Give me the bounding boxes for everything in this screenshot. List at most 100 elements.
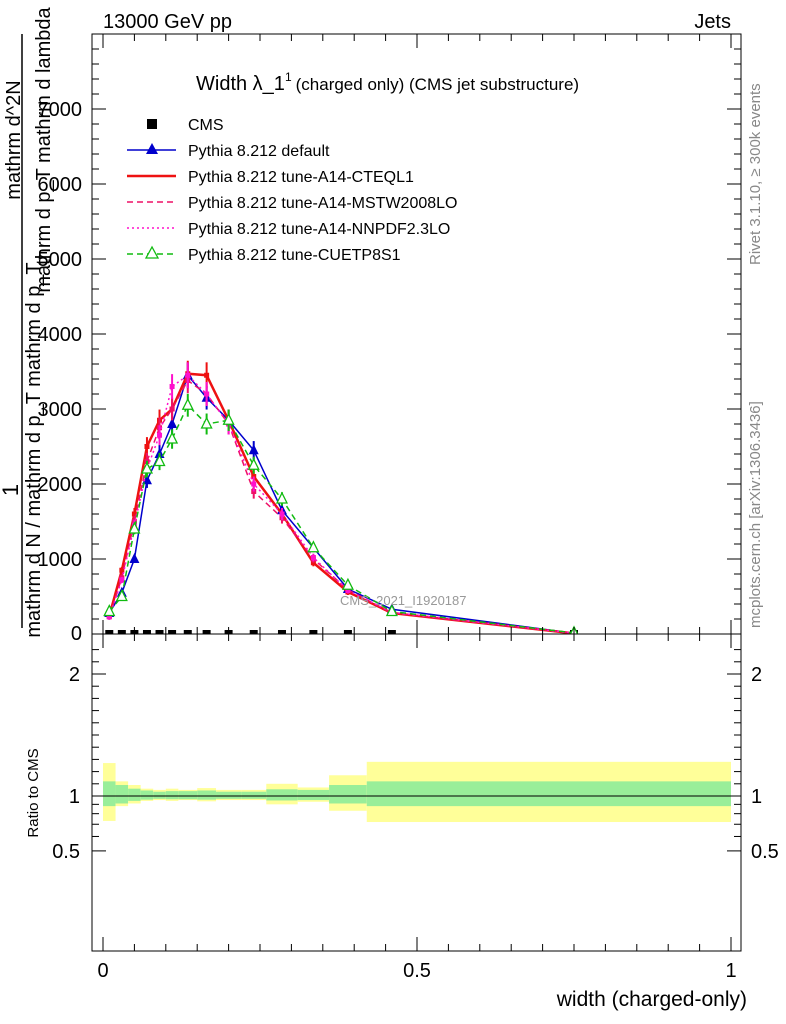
cms-data-point bbox=[155, 630, 164, 634]
data-marker bbox=[128, 521, 141, 534]
data-marker bbox=[169, 384, 175, 389]
cms-data-point bbox=[277, 630, 286, 634]
data-marker bbox=[153, 454, 166, 467]
energy-label: 13000 GeV pp bbox=[103, 11, 232, 33]
data-marker bbox=[345, 588, 351, 593]
rivet-label: Rivet 3.1.10, ≥ 300k events bbox=[747, 83, 764, 265]
legend-item: Pythia 8.212 tune-A14-CTEQL1 bbox=[127, 169, 414, 186]
svg-text:mathrm d p_T mathrm d lambda: mathrm d p_T mathrm d lambda bbox=[33, 6, 55, 292]
x-tick-label: 0 bbox=[97, 960, 108, 982]
legend-label: Pythia 8.212 tune-A14-CTEQL1 bbox=[188, 169, 414, 186]
y-tick-label-ratio: 0.5 bbox=[52, 841, 80, 863]
data-marker bbox=[181, 397, 194, 410]
cms-data-point bbox=[343, 630, 352, 634]
data-marker bbox=[157, 432, 163, 438]
watermark: CMS_2021_I1920187 bbox=[340, 593, 467, 608]
y-tick-label-ratio: 1 bbox=[69, 786, 80, 808]
data-marker bbox=[129, 553, 140, 563]
mcplots-label: mcplots.cern.ch [arXiv:1306.3436] bbox=[747, 401, 764, 628]
legend-marker bbox=[146, 143, 158, 154]
cms-data-point bbox=[309, 630, 318, 634]
data-marker bbox=[119, 577, 125, 583]
ratio-inner-band bbox=[153, 791, 166, 799]
legend-label: CMS bbox=[188, 117, 224, 134]
data-marker bbox=[247, 457, 260, 470]
cms-data-point bbox=[117, 630, 126, 634]
y-axis-label-ratio: Ratio to CMS bbox=[25, 748, 42, 837]
y-tick-label-main: 0 bbox=[71, 623, 82, 645]
y-tick-label-main: 6000 bbox=[38, 174, 83, 196]
data-marker bbox=[204, 372, 210, 378]
data-marker bbox=[141, 474, 152, 485]
data-marker bbox=[115, 589, 128, 602]
legend: CMS Pythia 8.212 default Pythia 8.212 tune… bbox=[127, 117, 457, 264]
y-tick-label-main: 5000 bbox=[38, 249, 83, 271]
ratio-inner-band bbox=[366, 781, 417, 807]
data-marker bbox=[222, 412, 235, 425]
data-marker bbox=[131, 511, 137, 517]
data-marker bbox=[144, 444, 150, 449]
data-marker bbox=[140, 461, 154, 474]
data-marker bbox=[275, 491, 289, 504]
cms-data-point bbox=[387, 630, 396, 634]
y-tick-label-main: 1000 bbox=[38, 549, 83, 571]
legend-label: Pythia 8.212 tune-A14-MSTW2008LO bbox=[188, 195, 457, 212]
data-marker bbox=[248, 444, 259, 455]
data-marker bbox=[307, 540, 320, 553]
data-marker bbox=[169, 406, 175, 412]
data-marker bbox=[185, 372, 191, 378]
y-tick-label-ratio-right: 1 bbox=[751, 786, 762, 808]
ratio-inner-band bbox=[140, 790, 154, 800]
data-marker bbox=[106, 614, 112, 620]
legend-marker bbox=[147, 119, 157, 129]
x-tick-label: 1 bbox=[725, 960, 736, 982]
legend-label: Pythia 8.212 tune-CUETP8S1 bbox=[188, 247, 401, 264]
data-marker bbox=[204, 391, 210, 397]
data-marker bbox=[341, 577, 354, 590]
y-tick-label-ratio-right: 0.5 bbox=[751, 841, 779, 863]
cms-data-point bbox=[249, 630, 258, 634]
data-marker bbox=[119, 567, 125, 573]
legend-item: Pythia 8.212 tune-A14-MSTW2008LO bbox=[127, 195, 457, 212]
y-tick-label-ratio: 2 bbox=[69, 664, 80, 686]
legend-label: Pythia 8.212 default bbox=[188, 143, 330, 160]
ratio-inner-band bbox=[417, 781, 731, 807]
x-tick-label: 0.5 bbox=[403, 960, 431, 982]
plot-title: Width λ_11 (charged only) (CMS jet substr… bbox=[196, 70, 579, 95]
y-axis-label-main: 1 mathrm d N / mathrm d p_T mathrm d p_T… bbox=[0, 6, 55, 637]
cms-data-point bbox=[202, 630, 211, 634]
x-axis-label: width (charged-only) bbox=[556, 988, 747, 1011]
data-marker bbox=[200, 416, 213, 429]
legend-item: CMS bbox=[147, 117, 224, 134]
legend-label: Pythia 8.212 tune-A14-NNPDF2.3LO bbox=[188, 221, 450, 238]
ratio-inner-band bbox=[165, 791, 179, 800]
data-marker bbox=[166, 431, 179, 444]
ratio-inner-band bbox=[216, 791, 242, 799]
data-marker bbox=[251, 481, 257, 487]
y-tick-label-main: 7000 bbox=[38, 99, 83, 121]
ratio-inner-band bbox=[197, 790, 217, 800]
ratio-inner-band bbox=[241, 791, 267, 799]
y-tick-label-main: 2000 bbox=[38, 474, 83, 496]
ratio-inner-band bbox=[115, 785, 129, 804]
svg-text:1: 1 bbox=[0, 484, 23, 496]
legend-item: Pythia 8.212 tune-A14-NNPDF2.3LO bbox=[127, 221, 450, 238]
data-marker bbox=[103, 604, 116, 617]
ratio-inner-band bbox=[128, 788, 141, 801]
legend-item: Pythia 8.212 tune-CUETP8S1 bbox=[127, 245, 401, 264]
series-5 bbox=[103, 393, 579, 634]
data-marker bbox=[310, 555, 316, 560]
data-marker bbox=[167, 418, 178, 428]
ratio-inner-band bbox=[297, 789, 330, 801]
ratio-inner-band bbox=[178, 791, 198, 800]
svg-text:mathrm d^2N: mathrm d^2N bbox=[3, 80, 25, 199]
svg-text:mathrm d N / mathrm d p_T math: mathrm d N / mathrm d p_T mathrm d p_T bbox=[23, 262, 45, 637]
data-marker bbox=[279, 511, 285, 517]
ratio-inner-band bbox=[266, 789, 298, 801]
cms-data-point bbox=[183, 630, 192, 634]
cms-data-point bbox=[168, 630, 177, 634]
y-tick-label-main: 3000 bbox=[38, 399, 83, 421]
y-tick-label-main: 4000 bbox=[38, 324, 83, 346]
cms-data-point bbox=[142, 630, 151, 634]
